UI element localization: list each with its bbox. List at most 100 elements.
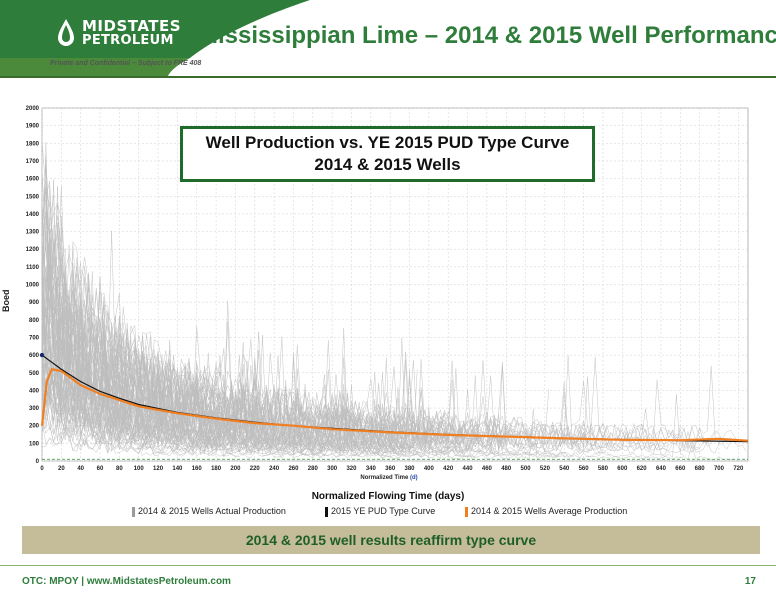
chart-axes: 0100200300400500600700800900100011001200… (26, 106, 744, 502)
x-tick-label: 640 (656, 466, 667, 472)
x-tick-label: 720 (733, 466, 744, 472)
x-tick-label: 140 (172, 466, 183, 472)
x-tick-label: 620 (637, 466, 648, 472)
y-tick-label: 1200 (26, 247, 40, 253)
legend-swatch-average (465, 506, 468, 517)
chart-legend: 2014 & 2015 Wells Actual Production 2015… (130, 506, 650, 520)
y-tick-label: 400 (29, 388, 40, 394)
y-tick-label: 700 (29, 335, 40, 341)
x-tick-label: 220 (250, 466, 261, 472)
x-tick-label: 300 (327, 466, 338, 472)
actual-well-trace (41, 248, 484, 447)
y-tick-label: 800 (29, 318, 40, 324)
legend-item-average: 2014 & 2015 Wells Average Production (465, 506, 627, 517)
actual-well-trace (41, 307, 236, 435)
logo-text-bottom: PETROLEUM (82, 33, 174, 48)
x-tick-label: 100 (134, 466, 145, 472)
legend-item-type-curve: 2015 YE PUD Type Curve (325, 506, 435, 517)
legend-label-type-curve: 2015 YE PUD Type Curve (331, 506, 436, 516)
x-tick-label: 440 (463, 466, 474, 472)
x-tick-label: 560 (579, 466, 590, 472)
slide-title: Mississippian Lime – 2014 & 2015 Well Pe… (198, 22, 776, 49)
x-tick-label: 400 (424, 466, 435, 472)
y-tick-label: 100 (29, 441, 40, 447)
chart-title: Well Production vs. YE 2015 PUD Type Cur… (205, 133, 570, 152)
legend-item-actual: 2014 & 2015 Wells Actual Production (132, 506, 286, 517)
x-tick-label: 420 (443, 466, 454, 472)
actual-well-trace (41, 211, 267, 435)
x-tick-label: 480 (501, 466, 512, 472)
x-tick-label: 20 (58, 466, 65, 472)
y-tick-label: 200 (29, 424, 40, 430)
y-tick-label: 1000 (26, 283, 40, 289)
x-tick-label: 160 (192, 466, 203, 472)
actual-well-trace (41, 359, 286, 454)
y-tick-label: 900 (29, 300, 40, 306)
chart-title-box: Well Production vs. YE 2015 PUD Type Cur… (180, 126, 595, 182)
x-tick-label: 320 (346, 466, 357, 472)
legend-label-average: 2014 & 2015 Wells Average Production (471, 506, 628, 516)
oil-drop-icon (58, 19, 74, 46)
actual-well-trace (41, 363, 611, 457)
x-tick-label: 120 (153, 466, 164, 472)
actual-well-trace (41, 408, 735, 460)
y-tick-label: 2000 (26, 106, 40, 112)
header-rule (0, 76, 776, 78)
x-tick-label: 200 (230, 466, 241, 472)
y-tick-label: 1800 (26, 141, 40, 147)
x-tick-label: 240 (269, 466, 280, 472)
x-tick-label: 380 (404, 466, 415, 472)
y-tick-label: 600 (29, 353, 40, 359)
y-tick-label: 1100 (26, 265, 40, 271)
x-tick-label: 360 (385, 466, 396, 472)
header-swoosh (0, 0, 310, 76)
x-tick-label: 280 (308, 466, 319, 472)
x-tick-label: 700 (714, 466, 725, 472)
x-axis-label: Normalized Flowing Time (days) (312, 491, 465, 502)
x-axis-inner-label: Normalized Time (d) (360, 475, 417, 481)
y-tick-label: 300 (29, 406, 40, 412)
page-number: 17 (744, 576, 756, 587)
x-tick-label: 680 (695, 466, 706, 472)
chart-subtitle: 2014 & 2015 Wells (314, 155, 461, 174)
company-logo: MIDSTATES PETROLEUM (54, 17, 186, 49)
y-tick-label: 1500 (26, 194, 40, 200)
actual-well-trace (41, 366, 480, 456)
y-tick-label: 0 (36, 459, 40, 465)
banner-text: 2014 & 2015 well results reaffirm type c… (245, 532, 537, 548)
x-axis-inner-unit: (d) (410, 475, 418, 481)
actual-well-trace (41, 184, 739, 448)
x-tick-label: 600 (617, 466, 628, 472)
x-tick-label: 0 (40, 466, 44, 472)
x-tick-label: 260 (288, 466, 299, 472)
x-tick-label: 180 (211, 466, 222, 472)
y-tick-label: 1600 (26, 177, 40, 183)
x-tick-label: 520 (540, 466, 551, 472)
y-tick-label: 1300 (26, 230, 40, 236)
y-tick-label: 1900 (26, 124, 40, 130)
actual-well-trace (41, 192, 209, 424)
x-tick-label: 540 (559, 466, 570, 472)
x-tick-label: 340 (366, 466, 377, 472)
footer-rule (0, 565, 776, 566)
logo-text-top: MIDSTATES (82, 17, 182, 35)
takeaway-banner: 2014 & 2015 well results reaffirm type c… (22, 526, 760, 554)
y-axis-label: Boed (1, 289, 11, 313)
y-tick-label: 1700 (26, 159, 40, 165)
actual-well-trace (41, 364, 685, 459)
actual-well-trace (41, 388, 325, 459)
actual-well-trace (41, 156, 205, 421)
legend-label-actual: 2014 & 2015 Wells Actual Production (138, 506, 286, 516)
actual-production-lines (41, 139, 747, 460)
y-tick-label: 500 (29, 371, 40, 377)
x-tick-label: 80 (116, 466, 123, 472)
legend-swatch-actual (132, 506, 135, 517)
chart-series (39, 352, 749, 460)
x-tick-label: 500 (521, 466, 532, 472)
y-tick-label: 1400 (26, 212, 40, 218)
legend-swatch-type-curve (325, 506, 328, 517)
confidential-notice: Private and Confidential – Subject to FR… (50, 60, 202, 67)
x-tick-label: 460 (482, 466, 493, 472)
type-curve-start-point (39, 352, 45, 358)
actual-well-trace (41, 417, 476, 459)
